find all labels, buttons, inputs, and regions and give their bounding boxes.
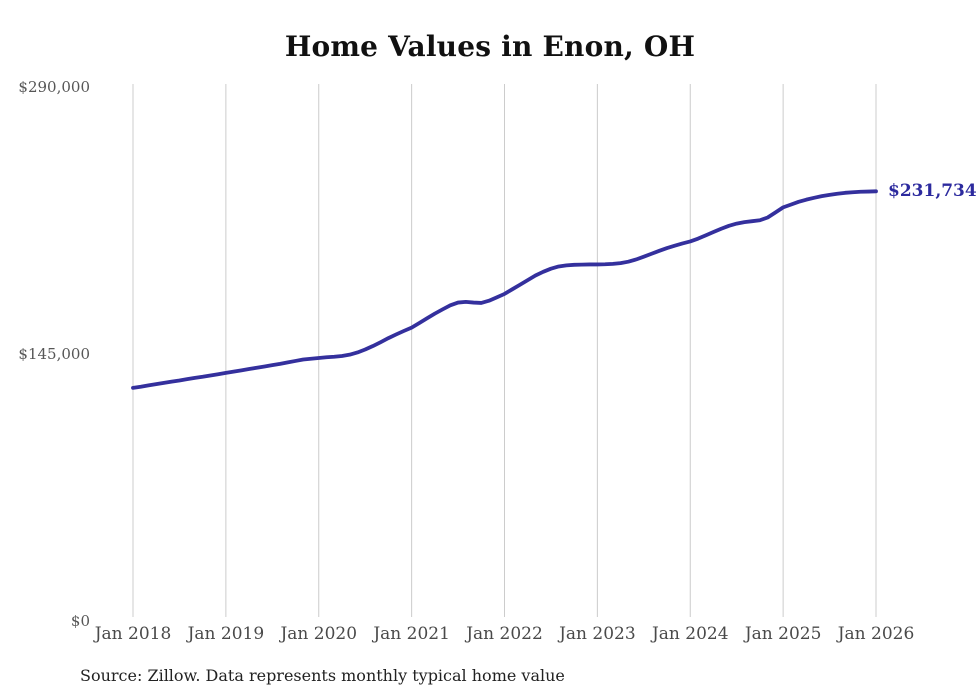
x-tick-label: Jan 2021 (373, 624, 450, 644)
y-tick-label: $145,000 (18, 345, 90, 363)
current-value-label: $231,734 (888, 181, 977, 202)
x-tick-label: Jan 2023 (559, 624, 636, 644)
x-tick-label: Jan 2022 (466, 624, 543, 644)
x-tick-label: Jan 2020 (280, 624, 358, 644)
chart-title: Home Values in Enon, OH (284, 30, 696, 63)
x-tick-label: Jan 2019 (187, 624, 265, 644)
y-tick-label: $0 (70, 612, 90, 630)
source-note: Source: Zillow. Data represents monthly … (80, 666, 565, 685)
x-tick-label: Jan 2018 (94, 624, 172, 644)
x-tick-label: Jan 2025 (744, 624, 822, 644)
y-tick-label: $290,000 (18, 78, 90, 96)
gridlines (132, 84, 877, 617)
home-value-line (131, 189, 878, 390)
x-tick-label: Jan 2024 (651, 624, 729, 644)
x-tick-label: Jan 2026 (837, 624, 915, 644)
